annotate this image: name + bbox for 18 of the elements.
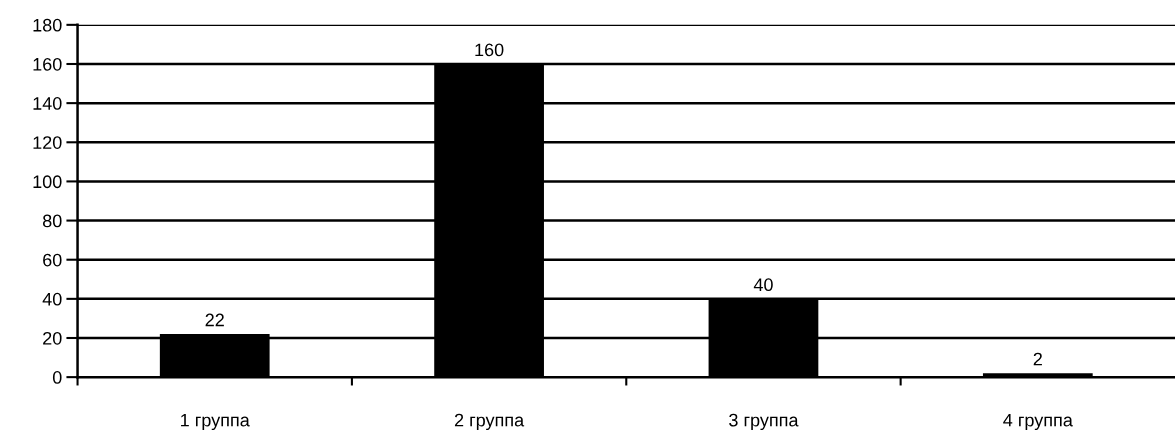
data-label: 40 <box>753 278 773 292</box>
data-label: 2 <box>1033 352 1042 366</box>
y-tick-label: 20 <box>43 331 62 345</box>
x-tick-label: 4 группа <box>1003 413 1073 431</box>
y-tick-label: 100 <box>33 175 62 189</box>
data-label: 160 <box>475 43 504 57</box>
y-tick-label: 160 <box>33 57 62 71</box>
x-tick-label: 3 группа <box>729 413 799 431</box>
y-tick-label: 180 <box>33 18 62 32</box>
y-tick-label: 60 <box>43 253 62 267</box>
y-tick-label: 80 <box>42 214 62 228</box>
y-tick-label: 120 <box>33 136 62 149</box>
x-tick-label: 2 группа <box>454 413 525 431</box>
data-label: 22 <box>205 313 224 327</box>
y-tick-label: 140 <box>33 97 62 110</box>
y-tick-label: 0 <box>52 371 62 384</box>
y-tick-label: 40 <box>42 292 62 306</box>
x-tick-label: 1 группа <box>181 413 250 431</box>
